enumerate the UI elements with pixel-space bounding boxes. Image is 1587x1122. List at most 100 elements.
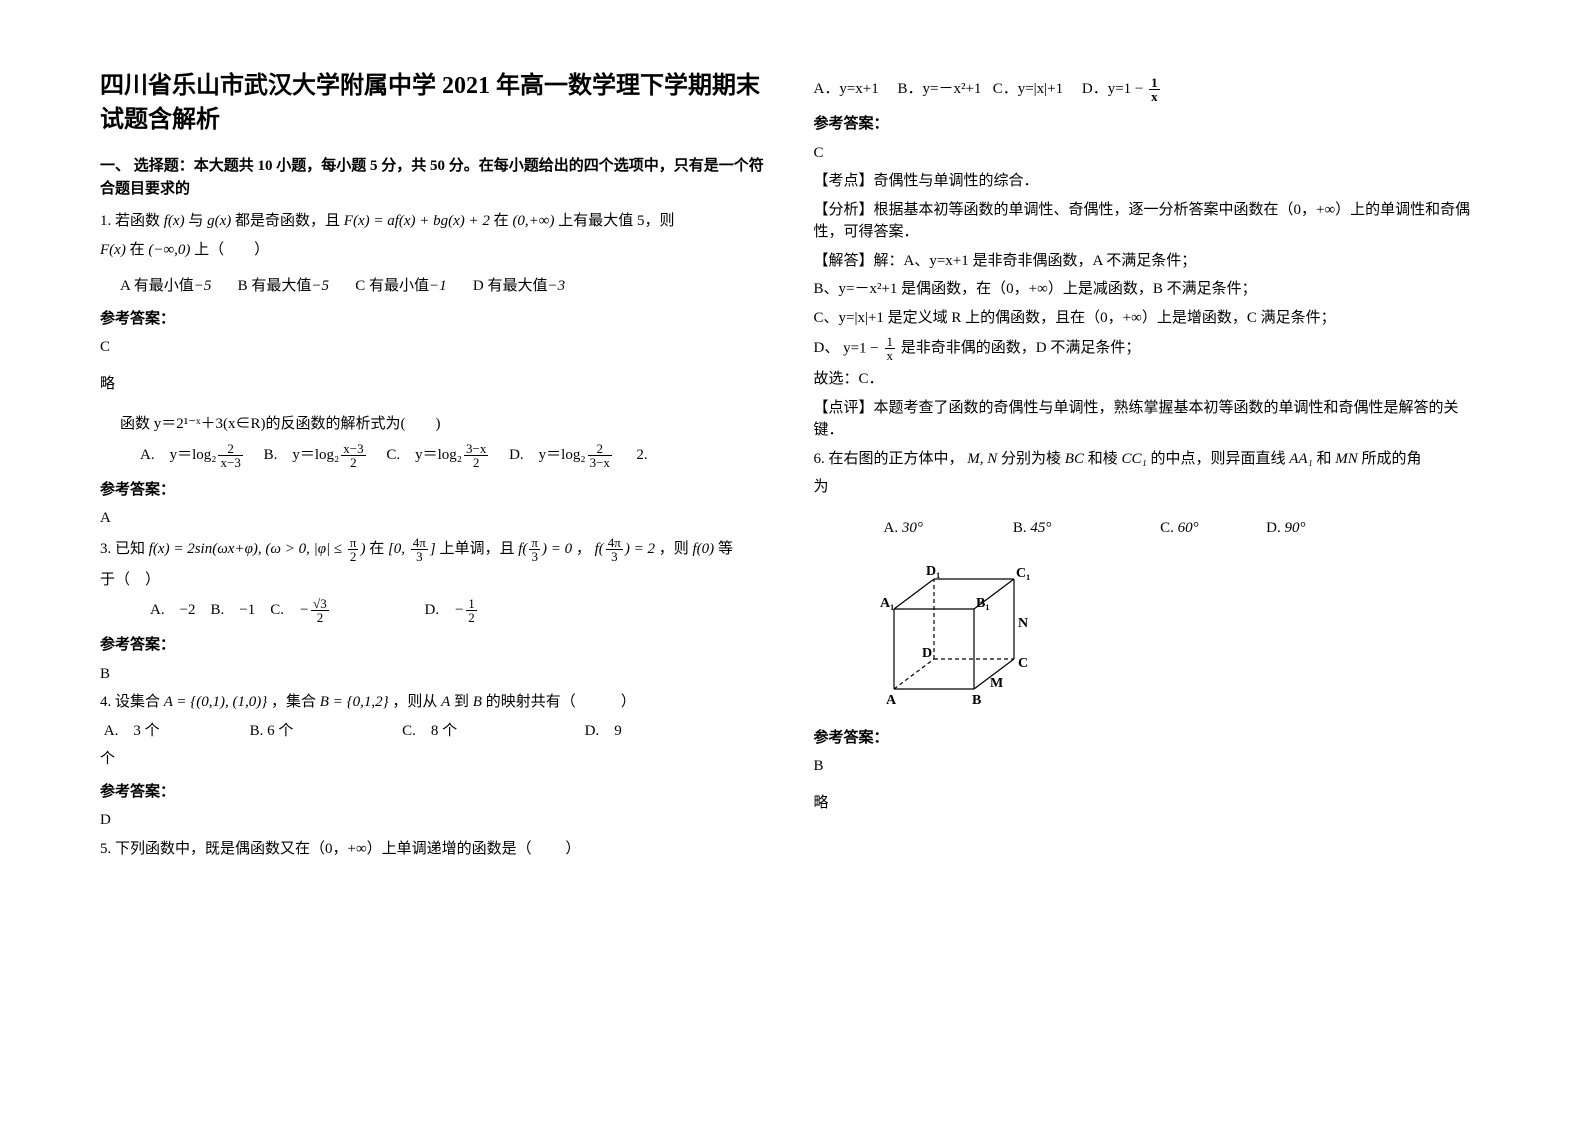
opt-c: C. 8 个 [402, 723, 457, 739]
q5-l4: B、y=－x²+1 是偶函数，在（0，+∞）上是减函数，B 不满足条件； [814, 278, 1488, 301]
math: f(x) = 2sin(ωx+φ), (ω > 0, |φ| ≤ [149, 541, 346, 557]
math-fx: f(x) [164, 213, 185, 229]
fraction: π2 [348, 536, 359, 563]
text: 在 [369, 541, 388, 557]
fraction: 4π3 [606, 536, 623, 563]
opt-b-pre: B. [1013, 520, 1031, 536]
num: 1 [885, 335, 896, 349]
label-B: B [972, 693, 981, 708]
num: π [529, 536, 540, 550]
den: x−3 [218, 456, 242, 469]
fraction: 1x [885, 335, 896, 362]
q2-answer: A [100, 507, 774, 530]
opt-a: A 有最小值 [120, 278, 194, 294]
text: 6. 在右图的正方体中， [814, 451, 964, 467]
fraction: 4π3 [411, 536, 428, 563]
text: 和棱 [1088, 451, 1122, 467]
q3-answer-label: 参考答案： [100, 634, 774, 657]
den: 3−x [588, 456, 612, 469]
math: BC [1065, 451, 1084, 467]
math: ] [430, 541, 436, 557]
text: 4. 设集合 [100, 694, 164, 710]
q3-options: A. −2 B. −1 C. −√32 D. −12 [150, 597, 774, 624]
fraction: π3 [529, 536, 540, 563]
paren: ) [360, 541, 365, 557]
label-C1: C₁ [1016, 566, 1030, 581]
label-C: C [1018, 656, 1028, 671]
text: ，集合 [271, 694, 320, 710]
num: π [348, 536, 359, 550]
math-B: B = {0,1,2} [320, 694, 389, 710]
opt-a: A. y＝log₂ [140, 447, 216, 463]
text: 到 [454, 694, 473, 710]
den: 2 [341, 456, 365, 469]
label-D1: D₁ [926, 564, 940, 579]
opt-d: D. [425, 602, 455, 618]
left-column: 四川省乐山市武汉大学附属中学 2021 年高一数学理下学期期末试题含解析 一、 … [100, 70, 774, 866]
opt-d: D 有最大值 [473, 278, 548, 294]
label-D: D [922, 646, 932, 661]
opt-b: B 有最大值 [238, 278, 312, 294]
opt-a: 30° [902, 520, 923, 536]
den: 2 [348, 550, 359, 563]
num: 2 [218, 442, 242, 456]
opt-b: B. −1 [211, 602, 256, 618]
text: ，则 [659, 541, 693, 557]
text: D、 [814, 340, 840, 356]
math: A [441, 694, 450, 710]
math-Fx: F(x) [100, 242, 126, 258]
q6-note: 略 [814, 792, 1488, 815]
fraction: 1x [1149, 76, 1160, 103]
q5-l1: 【考点】奇偶性与单调性的综合． [814, 170, 1488, 193]
den: 3 [529, 550, 540, 563]
q2-number: 2. [636, 447, 647, 463]
text: 是非奇非偶的函数，D 不满足条件； [901, 340, 1141, 356]
right-column: A．y=x+1 B．y=－x²+1 C．y=|x|+1 D．y=1 − 1x 参… [814, 70, 1488, 866]
math: [0, [388, 541, 409, 557]
q5-l3: 【解答】解：A、y=x+1 是非奇非偶函数，A 不满足条件； [814, 250, 1488, 273]
opt-c: C．y=|x|+1 [993, 81, 1063, 97]
q6-answer-label: 参考答案： [814, 727, 1488, 750]
q1-answer: C [100, 336, 774, 359]
num: 4π [606, 536, 623, 550]
opt-d: 90° [1284, 520, 1305, 536]
q5-l7: 故选：C． [814, 368, 1488, 391]
text: 在 [494, 213, 513, 229]
text: ，则从 [392, 694, 441, 710]
opt-a: A．y=x+1 [814, 81, 879, 97]
q4-options: A. 3 个 B. 6 个 C. 8 个 D. 9 [100, 720, 774, 743]
opt-c: C. y＝log₂ [386, 447, 462, 463]
text: 3. 已知 [100, 541, 149, 557]
math-Fx-eq: F(x) = af(x) + bg(x) + 2 [344, 213, 490, 229]
opt-c-val: −1 [429, 278, 447, 294]
opt-d-pre: D. [1266, 520, 1284, 536]
q6-stem: 6. 在右图的正方体中， M, N 分别为棱 BC 和棱 CC₁ 的中点，则异面… [814, 448, 1488, 471]
neg: − [454, 602, 464, 618]
section-heading: 一、 选择题：本大题共 10 小题，每小题 5 分，共 50 分。在每小题给出的… [100, 155, 774, 200]
opt-c-pre: C. [1160, 520, 1178, 536]
q3-stem2: 于（ ） [100, 569, 774, 592]
q2-stem: 函数 y＝2¹⁻ˣ＋3(x∈R)的反函数的解析式为( ) [120, 413, 774, 436]
q2-answer-label: 参考答案： [100, 479, 774, 502]
q2-options: A. y＝log₂2x−3 B. y＝log₂x−32 C. y＝log₂3−x… [140, 442, 774, 469]
text: 都是奇函数，且 [235, 213, 344, 229]
opt-d-val: −3 [548, 278, 566, 294]
q6-wei: 为 [814, 476, 1488, 499]
opt-b-val: −5 [311, 278, 329, 294]
math: ) = 2 [625, 541, 655, 557]
den: 3 [411, 550, 428, 563]
label-A: A [886, 693, 897, 708]
label-A1: A₁ [880, 596, 894, 611]
fraction: √32 [311, 597, 329, 624]
q6-options: A. 30° B. 45° C. 60° D. 90° [884, 517, 1488, 540]
math-interval: (−∞,0) [148, 242, 190, 258]
q1-options: A 有最小值−5 B 有最大值−5 C 有最小值−1 D 有最大值−3 [120, 275, 774, 298]
math: f(0) [693, 541, 715, 557]
math: M, N [967, 451, 997, 467]
opt-d: D. 9 [585, 723, 622, 739]
q5-stem: 5. 下列函数中，既是偶函数又在（0，+∞）上单调递增的函数是（ ） [100, 838, 774, 861]
q1-line1: 1. 若函数 f(x) 与 g(x) 都是奇函数，且 F(x) = af(x) … [100, 210, 774, 233]
text: 在 [130, 242, 149, 258]
text: 上单调，且 [439, 541, 518, 557]
label-M: M [990, 676, 1003, 691]
